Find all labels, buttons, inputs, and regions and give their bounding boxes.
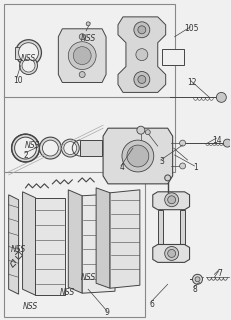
- Text: 6: 6: [149, 300, 154, 308]
- Circle shape: [61, 139, 79, 157]
- Text: NSS: NSS: [81, 273, 96, 282]
- Bar: [15, 47, 24, 59]
- Polygon shape: [110, 190, 140, 288]
- Circle shape: [79, 72, 85, 77]
- Polygon shape: [23, 192, 36, 295]
- Text: 8: 8: [192, 285, 197, 294]
- Circle shape: [145, 130, 150, 135]
- Circle shape: [68, 42, 96, 69]
- Circle shape: [136, 49, 148, 60]
- Circle shape: [22, 59, 35, 72]
- Circle shape: [195, 277, 200, 282]
- Text: 105: 105: [184, 24, 199, 33]
- Circle shape: [180, 163, 185, 169]
- Polygon shape: [68, 190, 82, 293]
- Text: 14: 14: [213, 136, 222, 145]
- Bar: [162, 49, 184, 65]
- Circle shape: [138, 26, 146, 34]
- Polygon shape: [180, 210, 185, 247]
- Circle shape: [223, 139, 231, 147]
- Text: NSS: NSS: [81, 34, 96, 43]
- Text: 2: 2: [23, 150, 28, 160]
- Bar: [4, 170, 145, 317]
- Bar: [4, 95, 175, 172]
- Circle shape: [127, 145, 149, 167]
- Circle shape: [192, 274, 203, 284]
- Text: NSS: NSS: [21, 54, 36, 63]
- Text: 7: 7: [217, 269, 222, 278]
- Circle shape: [138, 76, 146, 84]
- Polygon shape: [36, 198, 65, 295]
- Bar: [80, 140, 102, 156]
- Circle shape: [165, 193, 179, 207]
- Circle shape: [12, 134, 40, 162]
- Circle shape: [122, 140, 154, 172]
- Circle shape: [40, 137, 61, 159]
- Circle shape: [137, 126, 145, 134]
- Circle shape: [15, 137, 36, 159]
- Bar: [4, 4, 175, 97]
- Polygon shape: [153, 192, 190, 210]
- Circle shape: [64, 142, 77, 155]
- Circle shape: [86, 22, 90, 26]
- Text: NSS: NSS: [60, 288, 75, 297]
- Text: NSS: NSS: [25, 140, 40, 149]
- Circle shape: [16, 40, 41, 66]
- Circle shape: [165, 246, 179, 260]
- Circle shape: [180, 140, 185, 146]
- Text: 12: 12: [187, 78, 196, 87]
- Circle shape: [79, 34, 85, 40]
- Polygon shape: [153, 244, 190, 262]
- Circle shape: [20, 57, 37, 75]
- Circle shape: [165, 175, 171, 181]
- Text: 1: 1: [193, 164, 198, 172]
- Polygon shape: [96, 188, 110, 288]
- Circle shape: [43, 140, 58, 156]
- Text: NSS: NSS: [23, 302, 38, 311]
- Circle shape: [168, 196, 176, 204]
- Polygon shape: [158, 210, 163, 247]
- Circle shape: [134, 22, 150, 38]
- Circle shape: [216, 92, 226, 102]
- Circle shape: [134, 72, 150, 87]
- Text: 3: 3: [159, 157, 164, 166]
- Circle shape: [18, 43, 39, 63]
- Polygon shape: [58, 29, 106, 83]
- Polygon shape: [103, 128, 173, 184]
- Polygon shape: [9, 195, 18, 294]
- Text: NSS: NSS: [11, 245, 26, 254]
- Polygon shape: [82, 194, 115, 293]
- Circle shape: [73, 47, 91, 65]
- Polygon shape: [118, 17, 166, 92]
- Circle shape: [168, 250, 176, 257]
- Text: 9: 9: [105, 308, 109, 316]
- Text: 10: 10: [13, 76, 22, 85]
- Text: 4: 4: [119, 164, 125, 172]
